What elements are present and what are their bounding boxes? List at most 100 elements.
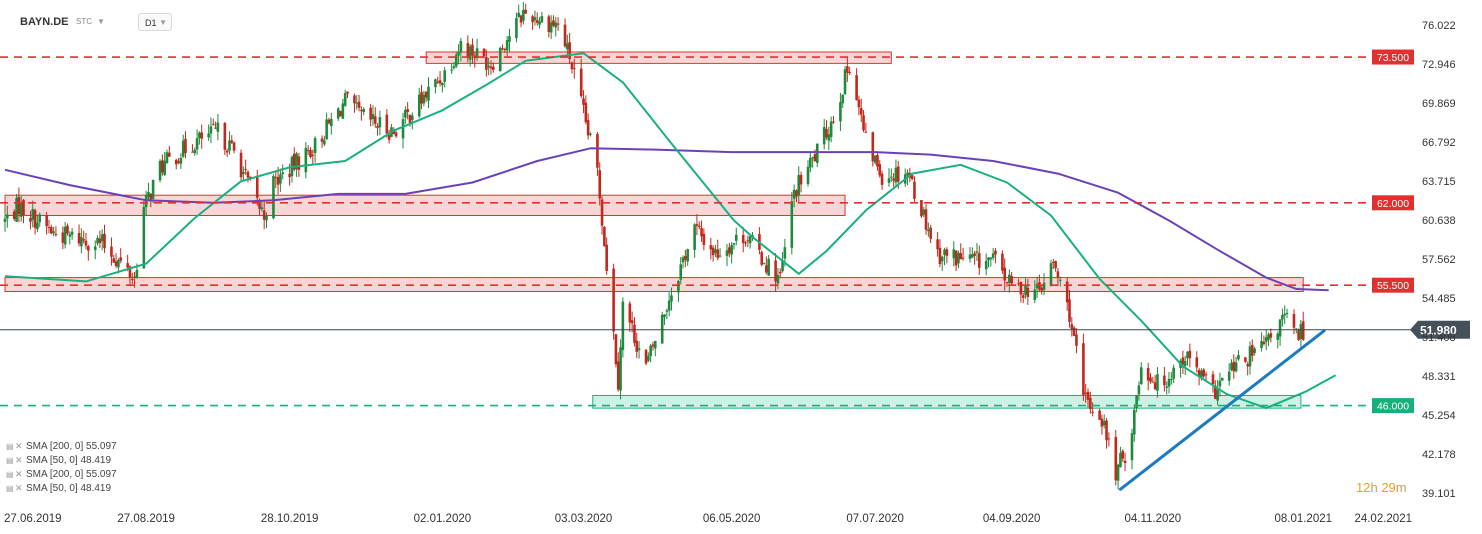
candle-body	[864, 131, 868, 133]
candle-body	[596, 133, 599, 168]
candle-body	[77, 232, 81, 244]
close-icon[interactable]: ✕	[15, 441, 23, 451]
candle-body	[161, 160, 164, 173]
candle	[491, 62, 495, 73]
candle-body	[716, 249, 720, 258]
candle	[174, 158, 178, 170]
candle-body	[552, 20, 555, 26]
candle-body	[272, 176, 275, 219]
candle-body	[762, 263, 766, 265]
candle	[6, 205, 9, 228]
candle	[880, 170, 884, 190]
candle	[31, 200, 35, 228]
candle-body	[1278, 319, 1282, 337]
candle	[1151, 376, 1155, 383]
candle	[954, 250, 958, 271]
candle-body	[265, 215, 268, 221]
candle	[165, 149, 169, 164]
candle-body	[987, 257, 990, 261]
y-tick-label: 54.485	[1422, 293, 1456, 305]
candle-body	[778, 271, 782, 274]
legend-item[interactable]: ▤✕ SMA [50, 0] 48.419	[6, 482, 111, 495]
candle-body	[1119, 453, 1122, 468]
candle	[709, 237, 713, 260]
candle	[505, 36, 509, 58]
candle-body	[741, 235, 745, 244]
symbol-dropdown-icon[interactable]: ▼	[97, 17, 105, 26]
settings-icon[interactable]: ▤	[6, 484, 14, 493]
countdown-minutes: 29	[1381, 480, 1396, 495]
candle	[929, 224, 932, 244]
candle-body	[1301, 321, 1305, 340]
candle-body	[260, 207, 264, 210]
candle-body	[598, 170, 602, 199]
candle-body	[535, 20, 539, 23]
candle	[1056, 267, 1060, 287]
candle-body	[438, 80, 442, 84]
candle	[1195, 351, 1199, 373]
candle-body	[954, 250, 958, 266]
sma50-line[interactable]	[4, 52, 1337, 410]
candle	[815, 143, 819, 168]
resistance-zone[interactable]	[4, 194, 846, 216]
candle	[1130, 428, 1134, 470]
symbol-label[interactable]: BAYN.DE	[20, 16, 69, 28]
candle-body	[6, 214, 9, 219]
close-icon[interactable]: ✕	[15, 469, 23, 479]
candle	[147, 182, 150, 201]
candle	[524, 3, 527, 15]
candle	[1299, 319, 1303, 348]
candle	[15, 193, 18, 223]
candle	[385, 109, 389, 138]
candle-body	[906, 172, 909, 176]
candle-body	[774, 260, 777, 282]
candle-body	[112, 258, 116, 263]
legend-item[interactable]: ▤✕ SMA [200, 0] 55.097	[6, 468, 117, 481]
candle	[589, 132, 592, 137]
candle-body	[174, 159, 178, 165]
candle-body	[281, 172, 284, 175]
close-icon[interactable]: ✕	[15, 455, 23, 465]
candle-body	[781, 260, 784, 272]
candle	[700, 220, 703, 242]
candle	[586, 113, 590, 140]
candle-body	[1234, 362, 1238, 372]
settings-icon[interactable]: ▤	[6, 470, 14, 479]
candle-body	[732, 243, 736, 245]
candle	[686, 248, 689, 266]
candle	[924, 204, 928, 235]
close-icon[interactable]: ✕	[15, 483, 23, 493]
settings-icon[interactable]: ▤	[6, 456, 14, 465]
candle	[19, 196, 23, 222]
settings-icon[interactable]: ▤	[6, 442, 14, 451]
candle	[832, 115, 835, 124]
candle	[795, 189, 798, 203]
candle-body	[320, 138, 324, 142]
legend-label: SMA [200, 0] 55.097	[26, 469, 117, 480]
candle-body	[621, 301, 625, 350]
candle-body	[1269, 333, 1273, 338]
candle	[498, 46, 502, 72]
timeframe-select[interactable]: D1 ▼	[138, 13, 172, 31]
candle-body	[760, 252, 764, 265]
candle-body	[323, 140, 326, 145]
candle	[744, 241, 747, 247]
candle	[827, 126, 831, 150]
candle-body	[184, 138, 187, 154]
sma200-line[interactable]	[4, 147, 1329, 292]
legend-item[interactable]: ▤✕ SMA [200, 0] 55.097	[6, 440, 117, 453]
candle-body	[292, 153, 296, 170]
candle	[973, 250, 976, 265]
candle-body	[1165, 386, 1169, 388]
candle-body	[1267, 334, 1270, 340]
candle-body	[1283, 313, 1287, 316]
candle-body	[357, 101, 361, 108]
candle	[1251, 339, 1254, 362]
legend-item[interactable]: ▤✕ SMA [50, 0] 48.419	[6, 454, 111, 467]
candle-body	[792, 189, 796, 199]
candle-body	[165, 152, 169, 164]
candle-body	[635, 340, 639, 352]
candle-body	[422, 94, 426, 104]
trendline[interactable]	[1118, 329, 1326, 491]
